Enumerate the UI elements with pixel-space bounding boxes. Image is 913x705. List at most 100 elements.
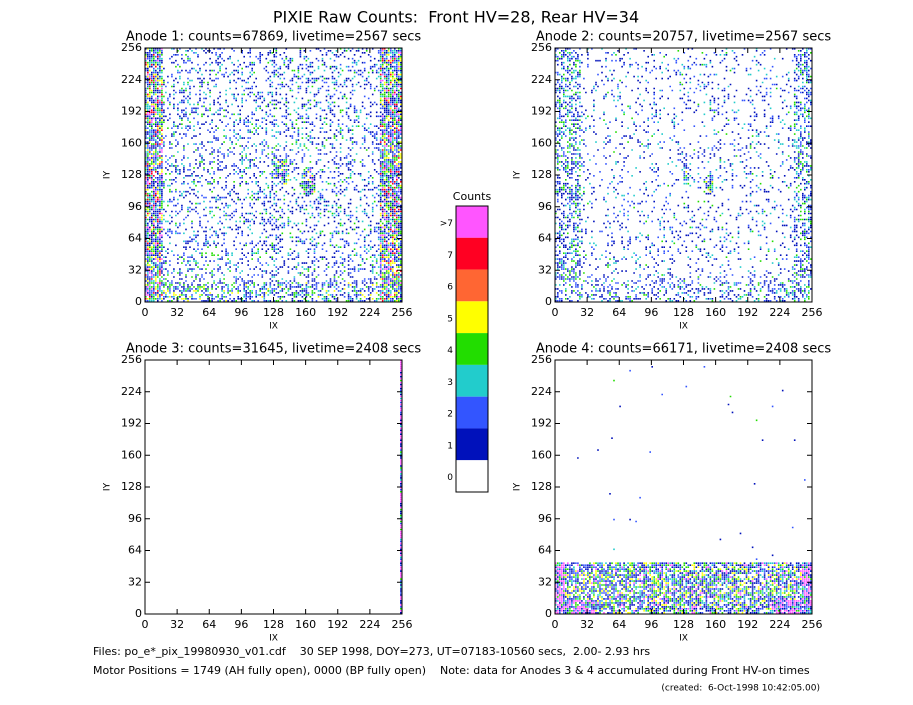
y-tick-label: 224: [531, 385, 552, 398]
colorbar-box: [456, 333, 488, 365]
x-tick-label: 256: [392, 306, 413, 319]
colorbar-box: [456, 206, 488, 238]
y-tick-label: 192: [121, 417, 142, 430]
colorbar-box: [456, 396, 488, 429]
panel-title: Anode 1: counts=67869, livetime=2567 sec…: [126, 30, 422, 45]
y-tick-label: 160: [531, 136, 552, 149]
x-tick-label: 0: [142, 306, 149, 319]
y-tick-label: 0: [545, 295, 552, 308]
x-tick-label: 64: [612, 618, 626, 631]
x-tick-label: 96: [234, 618, 248, 631]
y-tick-label: 64: [538, 232, 552, 245]
figure-title: PIXIE Raw Counts: Front HV=28, Rear HV=3…: [273, 8, 639, 27]
plot-frame: [144, 359, 403, 615]
y-tick-label: 256: [531, 353, 552, 366]
x-tick-label: 160: [705, 306, 726, 319]
colorbar-box: [456, 364, 488, 397]
colorbar-label: 7: [447, 251, 453, 261]
colorbar-label: 3: [447, 378, 453, 388]
pixel-texture: [145, 48, 402, 302]
y-axis-label: IY: [513, 482, 523, 491]
panel-title: Anode 4: counts=66171, livetime=2408 sec…: [536, 342, 832, 357]
x-tick-label: 224: [359, 306, 380, 319]
x-tick-label: 0: [142, 618, 149, 631]
x-tick-label: 224: [769, 618, 790, 631]
x-tick-label: 256: [802, 618, 823, 631]
pixel-texture: [145, 48, 402, 302]
x-tick-label: 64: [202, 618, 216, 631]
x-tick-label: 224: [359, 618, 380, 631]
y-tick-label: 256: [121, 353, 142, 366]
y-axis-label: IY: [103, 170, 113, 179]
x-tick-label: 192: [737, 618, 758, 631]
x-tick-label: 192: [737, 306, 758, 319]
pixel-texture: [145, 48, 402, 302]
y-tick-label: 96: [128, 512, 142, 525]
x-tick-label: 192: [327, 306, 348, 319]
y-tick-label: 192: [121, 105, 142, 118]
x-tick-label: 96: [234, 306, 248, 319]
footer-files: Files: po_e*_pix_19980930_v01.cdf 30 SEP…: [93, 645, 650, 658]
y-tick-label: 160: [121, 136, 142, 149]
colorbar-label: 4: [447, 346, 453, 356]
y-tick-label: 0: [135, 607, 142, 620]
colorbar-box: [456, 428, 488, 461]
y-axis-label: IY: [103, 482, 113, 491]
pixel-texture: [145, 48, 402, 302]
x-tick-label: 96: [644, 306, 658, 319]
y-tick-label: 32: [128, 575, 142, 588]
y-tick-label: 32: [128, 263, 142, 276]
x-axis-label: IX: [269, 634, 278, 644]
pixel-texture: [145, 48, 402, 302]
y-tick-label: 256: [121, 41, 142, 54]
x-axis-label: IX: [679, 634, 688, 644]
plot-frame: [144, 47, 403, 303]
y-tick-label: 0: [135, 295, 142, 308]
y-tick-label: 96: [538, 200, 552, 213]
x-tick-label: 256: [392, 618, 413, 631]
colorbar-label: >7: [440, 219, 453, 229]
colorbar-label: 0: [447, 473, 453, 483]
pixel-texture: [555, 562, 812, 614]
colorbar-box: [456, 237, 488, 270]
x-tick-label: 192: [327, 618, 348, 631]
x-tick-label: 128: [263, 306, 284, 319]
pixel-texture: [145, 48, 402, 302]
colorbar-label: 5: [447, 314, 453, 324]
x-tick-label: 0: [552, 306, 559, 319]
colorbar-label: 2: [447, 410, 453, 420]
x-tick-label: 128: [673, 618, 694, 631]
x-tick-label: 32: [170, 618, 184, 631]
colorbar-label: 6: [447, 283, 453, 293]
x-tick-label: 128: [263, 618, 284, 631]
panel-title: Anode 2: counts=20757, livetime=2567 sec…: [536, 30, 832, 45]
pixel-texture: [145, 48, 402, 298]
plot-frame: [554, 359, 813, 615]
footer-created: (created: 6-Oct-1998 10:42:05.00): [661, 684, 820, 694]
x-tick-label: 64: [202, 306, 216, 319]
y-tick-label: 224: [531, 73, 552, 86]
x-tick-label: 32: [170, 306, 184, 319]
colorbar-label: 1: [447, 441, 453, 451]
colorbar-box: [456, 269, 488, 302]
y-tick-label: 160: [531, 448, 552, 461]
y-tick-label: 160: [121, 448, 142, 461]
y-tick-label: 192: [531, 105, 552, 118]
x-tick-label: 64: [612, 306, 626, 319]
x-tick-label: 256: [802, 306, 823, 319]
colorbar-frame: [455, 205, 489, 493]
x-tick-label: 0: [552, 618, 559, 631]
y-tick-label: 32: [538, 263, 552, 276]
y-tick-label: 224: [121, 385, 142, 398]
x-tick-label: 32: [580, 306, 594, 319]
y-tick-label: 32: [538, 575, 552, 588]
y-tick-label: 128: [121, 168, 142, 181]
x-tick-label: 32: [580, 618, 594, 631]
colorbar-box: [456, 301, 488, 334]
x-tick-label: 160: [295, 306, 316, 319]
x-tick-label: 160: [295, 618, 316, 631]
y-tick-label: 64: [538, 544, 552, 557]
y-tick-label: 128: [531, 480, 552, 493]
